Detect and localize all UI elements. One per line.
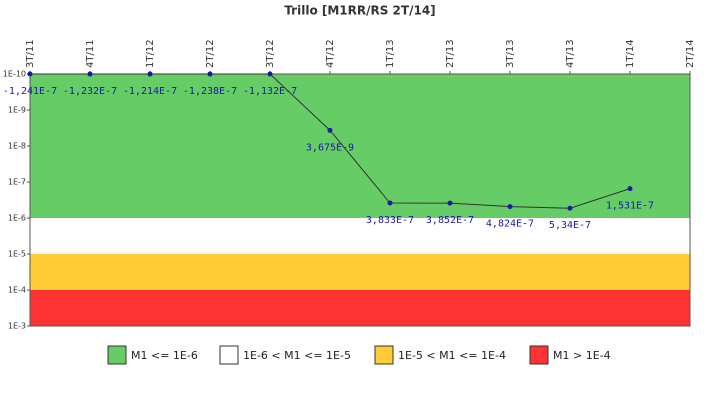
value-label: 3,852E-7 bbox=[426, 215, 474, 226]
x-tick-label: 3T/11 bbox=[25, 39, 36, 68]
x-tick-label: 2T/14 bbox=[685, 39, 696, 68]
y-tick-label: 1E-8 bbox=[8, 142, 26, 151]
x-tick-label: 3T/13 bbox=[505, 39, 516, 68]
x-tick-label: 3T/12 bbox=[265, 39, 276, 68]
x-tick-label: 2T/13 bbox=[445, 39, 456, 68]
band bbox=[30, 290, 690, 326]
point bbox=[447, 200, 453, 206]
chart-title: Trillo [M1RR/RS 2T/14] bbox=[284, 4, 435, 18]
band bbox=[30, 254, 690, 290]
value-label: 4,824E-7 bbox=[486, 219, 534, 230]
point bbox=[327, 127, 333, 133]
value-label: -1,232E-7 bbox=[63, 86, 117, 97]
x-tick-label: 4T/13 bbox=[565, 39, 576, 68]
legend-label: M1 <= 1E-6 bbox=[131, 349, 198, 362]
legend-label: 1E-6 < M1 <= 1E-5 bbox=[243, 349, 351, 362]
legend-label: 1E-5 < M1 <= 1E-4 bbox=[398, 349, 506, 362]
band bbox=[30, 74, 690, 218]
y-tick-label: 1E-3 bbox=[8, 322, 26, 331]
point bbox=[267, 71, 273, 77]
point bbox=[627, 186, 633, 192]
x-tick-label: 4T/11 bbox=[85, 39, 96, 68]
value-label: 3,675E-9 bbox=[306, 142, 354, 153]
y-tick-label: 1E-4 bbox=[8, 286, 26, 295]
legend-swatch bbox=[374, 345, 394, 365]
point bbox=[207, 71, 213, 77]
y-tick-label: 1E-7 bbox=[8, 178, 26, 187]
legend-swatch bbox=[529, 345, 549, 365]
legend-swatch bbox=[219, 345, 239, 365]
legend-label: M1 > 1E-4 bbox=[553, 349, 611, 362]
point bbox=[147, 71, 153, 77]
x-tick-label: 1T/13 bbox=[385, 39, 396, 68]
value-label: -1,214E-7 bbox=[123, 86, 177, 97]
y-tick-label: 1E-10 bbox=[3, 70, 26, 79]
y-tick-label: 1E-5 bbox=[8, 250, 26, 259]
value-label: 5,34E-7 bbox=[549, 220, 591, 231]
y-tick-label: 1E-6 bbox=[8, 214, 26, 223]
point bbox=[27, 71, 33, 77]
x-tick-label: 4T/12 bbox=[325, 39, 336, 68]
band bbox=[30, 218, 690, 254]
plot-frame bbox=[29, 73, 691, 327]
x-tick-label: 1T/14 bbox=[625, 39, 636, 68]
value-label: -1,132E-7 bbox=[243, 86, 297, 97]
point bbox=[387, 200, 393, 206]
x-tick-label: 2T/12 bbox=[205, 39, 216, 68]
x-tick-label: 1T/12 bbox=[145, 39, 156, 68]
legend-swatch bbox=[107, 345, 127, 365]
point bbox=[507, 204, 513, 210]
value-label: -1,238E-7 bbox=[183, 86, 237, 97]
point bbox=[567, 205, 573, 211]
value-label: -1,241E-7 bbox=[3, 86, 57, 97]
value-label: 1,531E-7 bbox=[606, 201, 654, 212]
point bbox=[87, 71, 93, 77]
value-label: 3,833E-7 bbox=[366, 215, 414, 226]
y-tick-label: 1E-9 bbox=[8, 106, 26, 115]
